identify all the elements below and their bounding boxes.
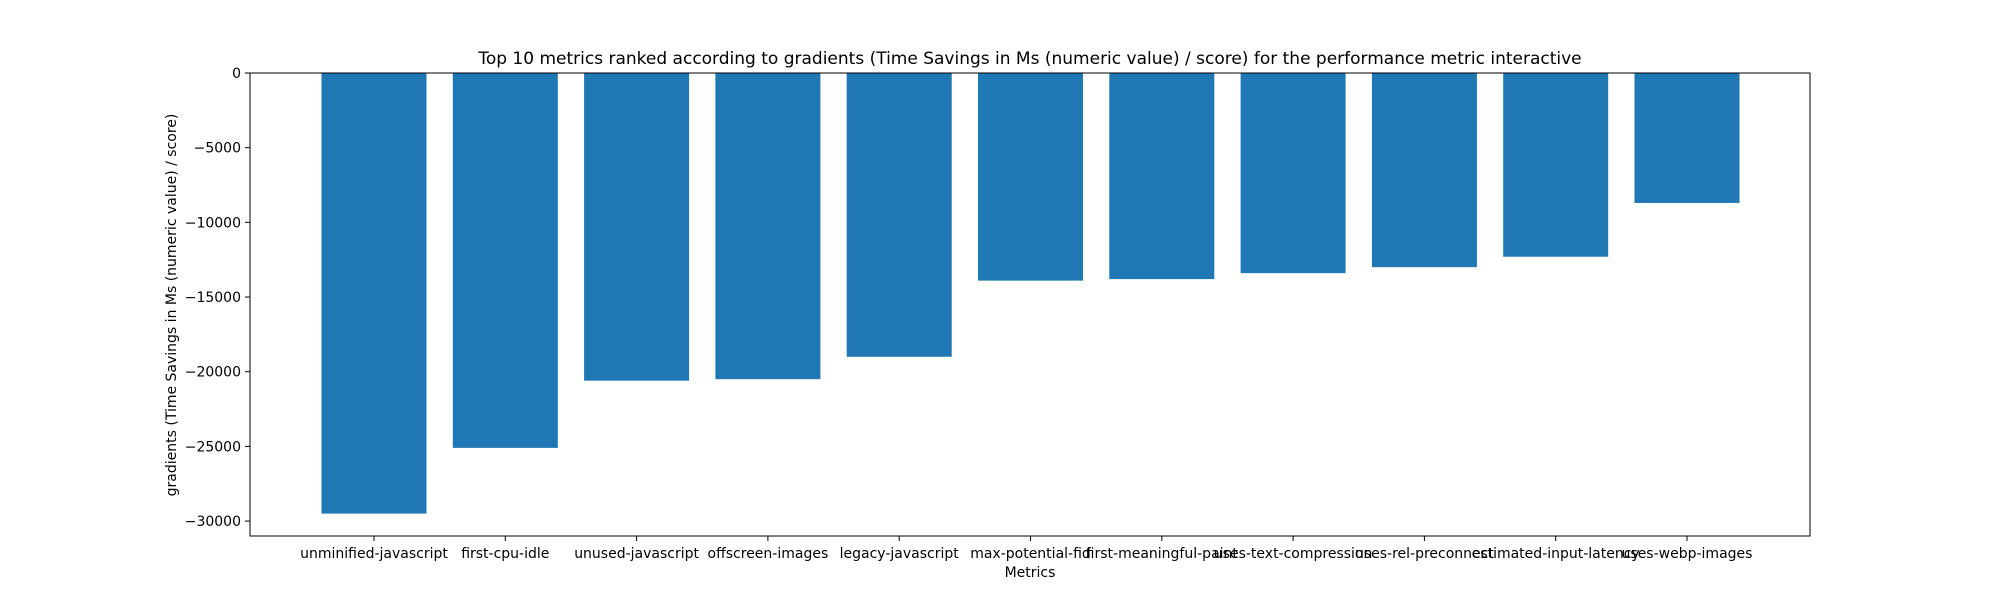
bar-uses-rel-preconnect [1371,73,1477,268]
x-tick-label: estimated-input-latency [1472,546,1640,562]
y-axis-label: gradients (Time Savings in Ms (numeric v… [164,114,180,497]
bar-offscreen-images [715,73,821,380]
bar-unused-javascript [584,73,690,381]
x-tick-label: uses-rel-preconnect [1355,546,1494,562]
x-tick-label: legacy-javascript [840,546,960,562]
x-tick-label: uses-webp-images [1622,546,1753,562]
x-tick-label: max-potential-fid [970,546,1091,562]
x-axis-label: Metrics [1005,565,1056,581]
bars-group [321,73,1740,514]
x-tick-label: unminified-javascript [300,546,448,562]
bar-max-potential-fid [978,73,1083,281]
x-tick-label: unused-javascript [574,546,699,562]
x-axis: unminified-javascript first-cpu-idle unuse… [300,536,1752,562]
y-tick-label: −15000 [185,290,241,306]
y-tick-label: −30000 [185,514,241,530]
chart-title: Top 10 metrics ranked according to gradi… [477,49,1581,69]
bar-legacy-javascript [846,73,952,357]
y-tick-label: −20000 [185,365,241,381]
y-tick-label: −10000 [185,215,241,231]
bar-uses-text-compression [1240,73,1346,274]
x-tick-label: first-meaningful-paint [1086,546,1239,562]
bar-uses-webp-images [1634,73,1740,203]
x-tick-label: first-cpu-idle [461,546,549,562]
x-tick-label: uses-text-compression [1214,546,1373,562]
y-tick-label: 0 [232,66,241,82]
bar-first-cpu-idle [452,73,558,448]
bar-first-meaningful-paint [1109,73,1215,280]
bar-unminified-javascript [321,73,427,514]
x-tick-label: offscreen-images [708,546,829,562]
bar-estimated-input-latency [1503,73,1609,257]
y-axis: 0 −5000 −10000 −15000 −20000 −25000 −30000 [185,66,250,530]
y-tick-label: −5000 [194,141,241,157]
y-tick-label: −25000 [185,439,241,455]
